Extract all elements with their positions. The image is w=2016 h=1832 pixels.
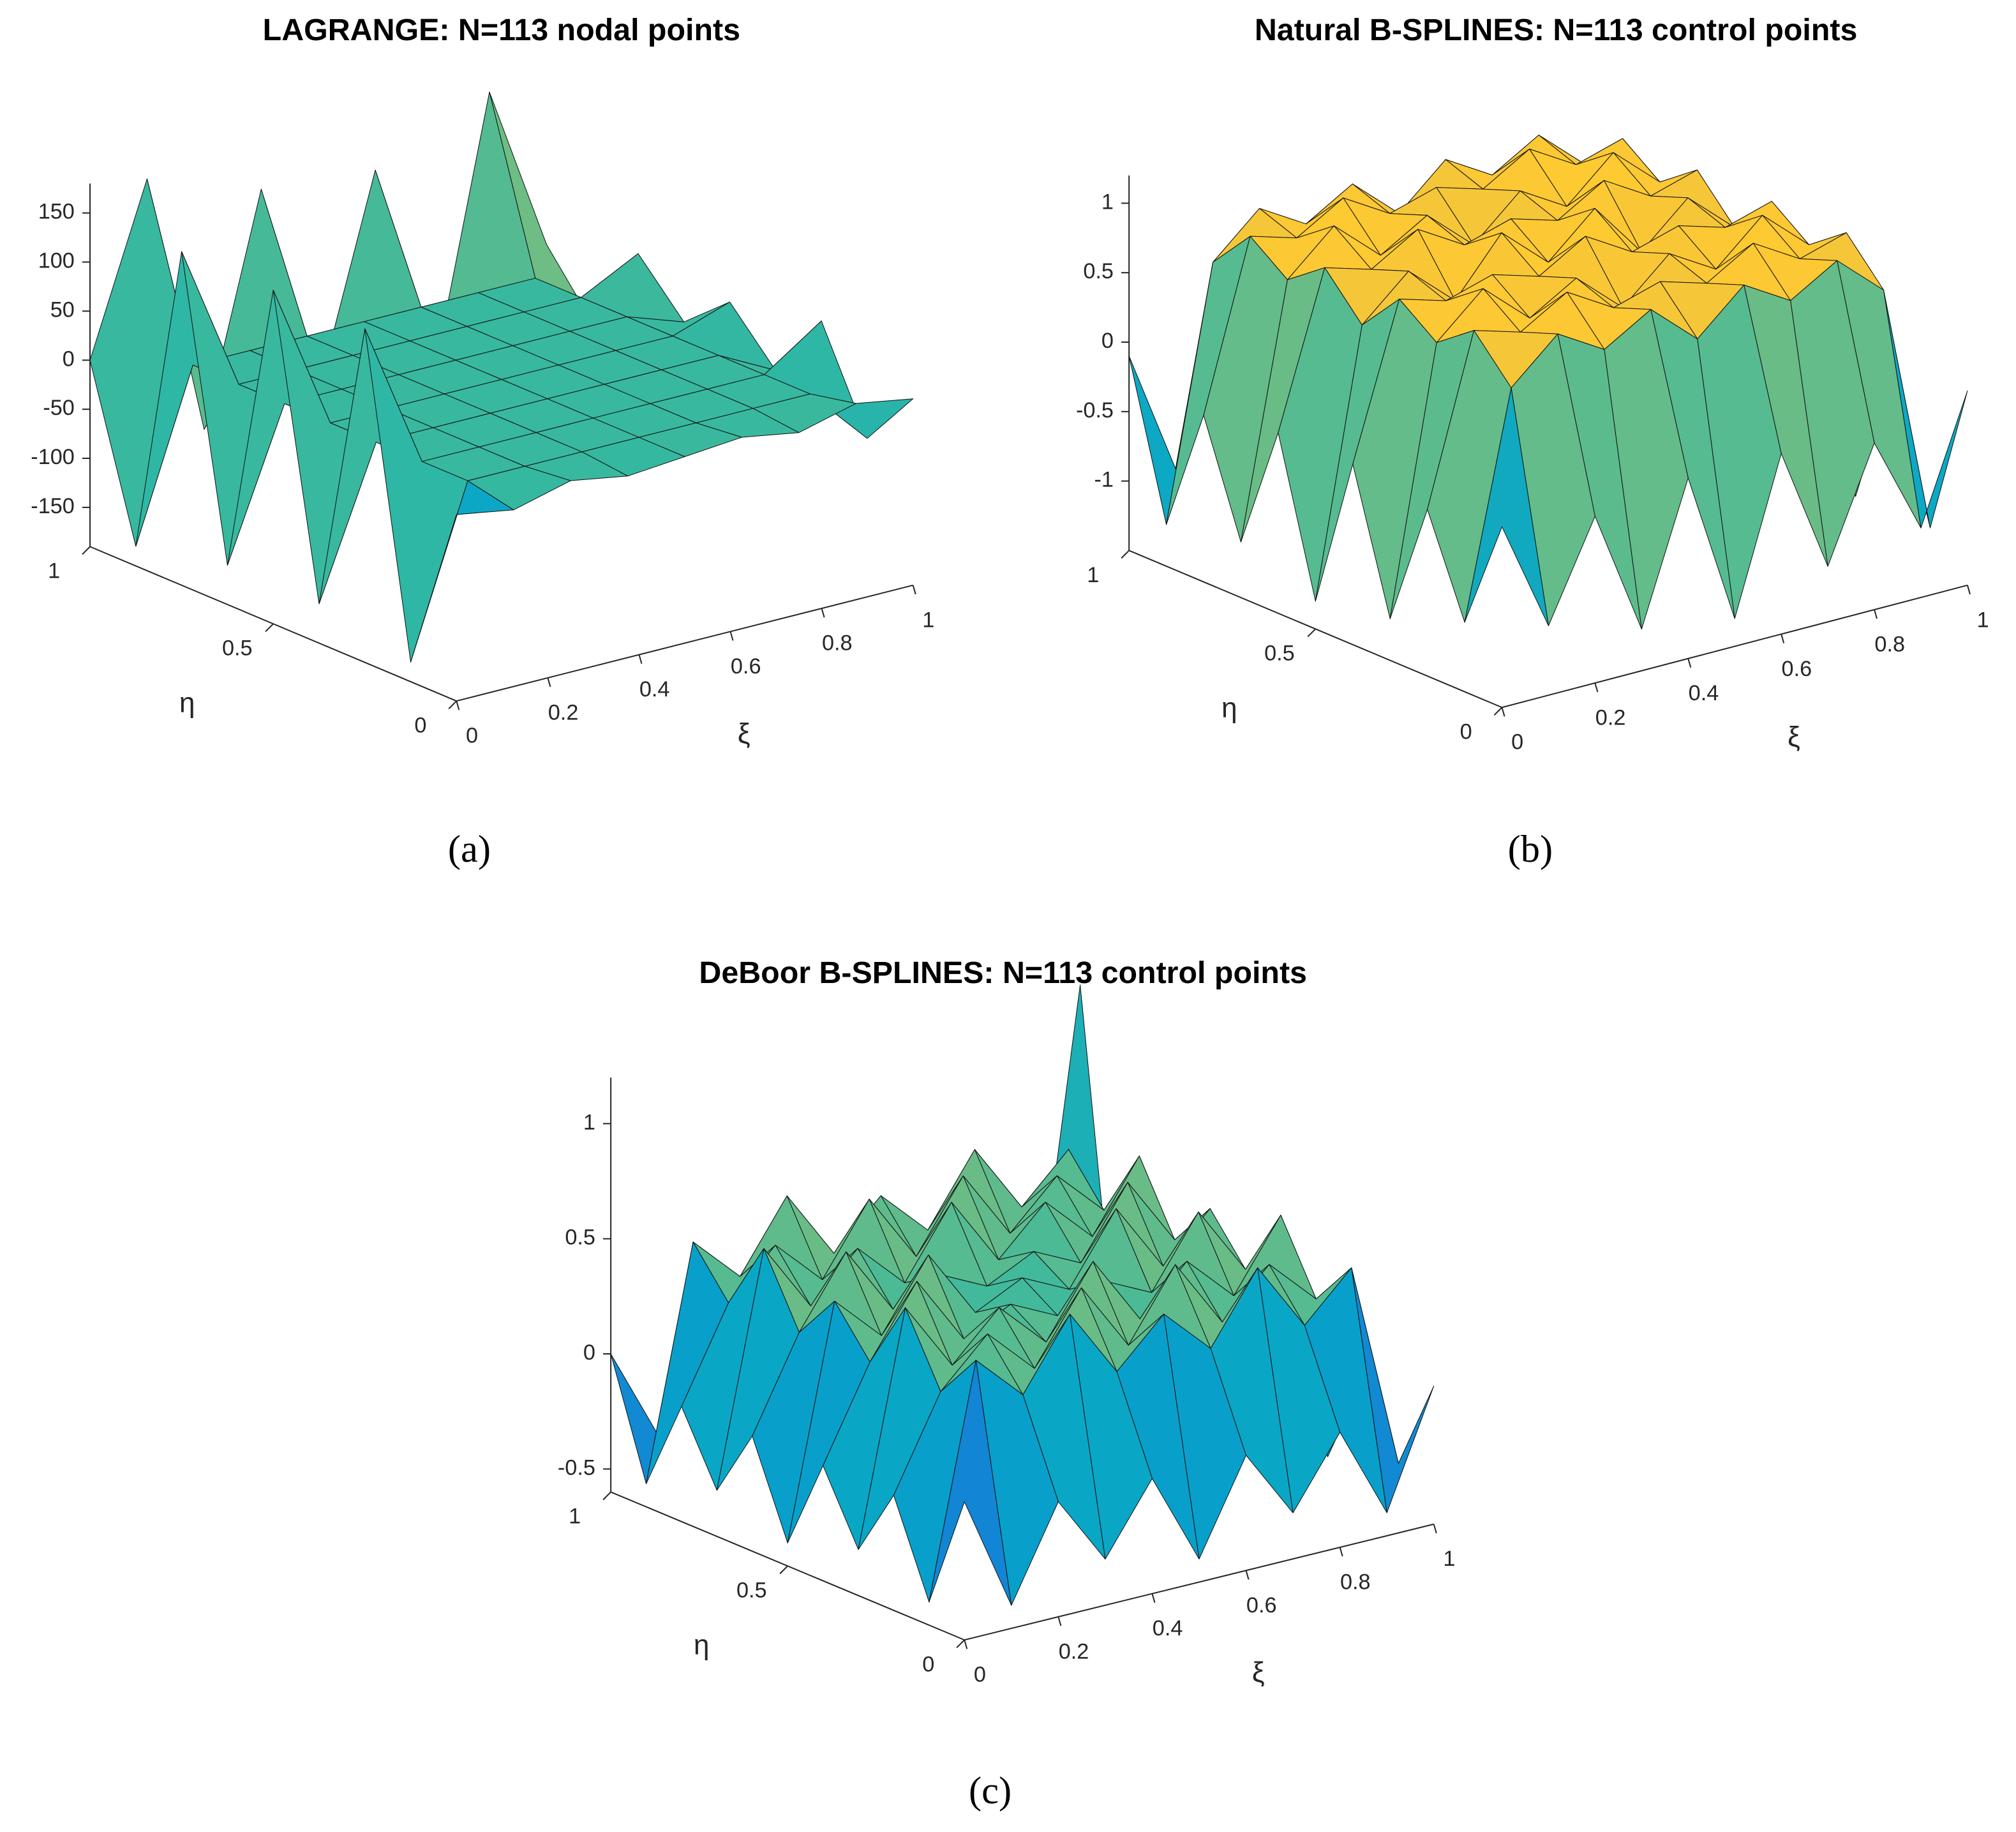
- figure-caption: (b): [1508, 828, 1553, 871]
- z-tick-label: 50: [50, 297, 75, 322]
- z-tick-label: -150: [31, 494, 75, 518]
- x-tick: [1433, 1524, 1437, 1534]
- x-tick-label: 0: [974, 1663, 986, 1687]
- y-tick: [1493, 707, 1503, 716]
- x-tick: [1245, 1570, 1250, 1580]
- x-tick: [964, 1639, 968, 1649]
- x-axis-line: [1502, 584, 1968, 709]
- x-tick-label: 0: [1511, 730, 1523, 755]
- z-tick-label: 0: [1101, 329, 1114, 353]
- x-tick: [912, 585, 916, 595]
- x-tick: [1339, 1547, 1343, 1557]
- y-tick: [265, 623, 274, 633]
- x-axis-label: ξ: [1252, 1657, 1265, 1688]
- x-tick-label: 1: [1443, 1547, 1455, 1571]
- y-tick: [448, 700, 458, 709]
- x-tick: [1594, 682, 1599, 693]
- y-tick-label: 0: [922, 1652, 934, 1676]
- x-tick: [1687, 658, 1692, 668]
- x-tick-label: 0.2: [548, 700, 579, 725]
- z-tick-label: -50: [43, 396, 75, 420]
- x-tick-label: 0.4: [1153, 1616, 1183, 1641]
- figure-content: LAGRANGE: N=113 nodal points (a) 0 0.2 0.4 0.…: [31, 13, 1989, 1812]
- surface-plot: Natural B-SPLINES: N=113 control points (…: [1076, 13, 1989, 871]
- x-tick: [456, 700, 460, 710]
- x-tick-label: 0.6: [1782, 657, 1812, 681]
- y-axis-label: η: [179, 687, 195, 719]
- x-tick-label: 1: [922, 608, 934, 632]
- x-tick: [729, 631, 734, 641]
- x-tick-label: 0.8: [1874, 633, 1905, 657]
- figure-caption: (c): [969, 1769, 1012, 1812]
- z-tick-label: 0.5: [1083, 259, 1114, 283]
- y-tick-label: 0.5: [222, 636, 253, 661]
- z-tick-label: 1: [583, 1110, 595, 1134]
- chart-title: LAGRANGE: N=113 nodal points: [263, 13, 740, 47]
- x-tick: [1966, 585, 1971, 595]
- z-tick-label: 100: [38, 249, 75, 273]
- x-axis-line: [964, 1523, 1434, 1641]
- chart-title: DeBoor B-SPLINES: N=113 control points: [699, 956, 1307, 990]
- x-tick-label: 0.2: [1059, 1639, 1089, 1663]
- y-tick-label: 1: [569, 1505, 581, 1529]
- y-tick-label: 0: [1460, 720, 1472, 744]
- y-tick: [82, 546, 91, 555]
- x-tick: [638, 654, 643, 664]
- z-tick-label: -1: [1094, 468, 1114, 492]
- z-tick-label: -100: [31, 445, 75, 469]
- z-tick-label: 1: [1101, 190, 1114, 214]
- surface-patch: [410, 480, 514, 663]
- x-tick: [1781, 634, 1785, 643]
- x-tick-label: 1: [1977, 608, 1989, 632]
- x-tick-label: 0.8: [1340, 1570, 1371, 1595]
- y-tick-label: 1: [1087, 563, 1099, 587]
- chart-title: Natural B-SPLINES: N=113 control points: [1255, 13, 1858, 47]
- z-tick-label: 0: [63, 347, 75, 371]
- x-axis-label: ξ: [738, 718, 750, 749]
- y-axis-label: η: [694, 1630, 710, 1661]
- surface-patch: [929, 1360, 1012, 1606]
- x-tick-label: 0.6: [731, 654, 761, 679]
- x-tick: [821, 608, 825, 618]
- z-tick-label: 150: [38, 200, 75, 224]
- x-tick-label: 0.2: [1595, 705, 1626, 730]
- surface-patch: [1464, 387, 1549, 626]
- y-tick: [956, 1639, 965, 1648]
- y-tick: [779, 1565, 788, 1575]
- x-axis-line: [456, 584, 913, 702]
- x-tick: [1501, 707, 1505, 717]
- x-tick-label: 0.4: [1689, 681, 1719, 705]
- x-tick: [547, 677, 551, 687]
- y-tick-label: 0.5: [736, 1579, 767, 1603]
- x-tick-label: 0.6: [1246, 1593, 1277, 1618]
- y-tick-label: 0: [414, 714, 426, 738]
- y-axis-label: η: [1221, 693, 1237, 724]
- figure-caption: (a): [448, 828, 491, 871]
- surface-plot: LAGRANGE: N=113 nodal points (a) 0 0.2 0.4 0.…: [31, 13, 934, 871]
- surface-plot: DeBoor B-SPLINES: N=113 control points (c…: [558, 956, 1456, 1812]
- x-tick: [1057, 1616, 1062, 1626]
- y-tick-label: 1: [48, 559, 60, 583]
- y-tick: [602, 1491, 611, 1501]
- z-tick-label: 0: [583, 1340, 595, 1365]
- x-tick: [1151, 1593, 1156, 1603]
- y-tick: [1121, 550, 1130, 559]
- z-tick-label: -0.5: [1076, 398, 1114, 423]
- y-tick-label: 0.5: [1264, 642, 1295, 666]
- x-axis-label: ξ: [1788, 721, 1800, 753]
- x-tick-label: 0.4: [639, 677, 670, 702]
- z-tick-label: -0.5: [558, 1455, 595, 1480]
- y-axis-line: [1128, 550, 1502, 709]
- x-tick-label: 0: [466, 724, 478, 748]
- x-tick: [1874, 609, 1878, 619]
- x-tick-label: 0.8: [822, 631, 853, 656]
- z-tick-label: 0.5: [565, 1226, 595, 1250]
- y-tick: [1307, 628, 1317, 638]
